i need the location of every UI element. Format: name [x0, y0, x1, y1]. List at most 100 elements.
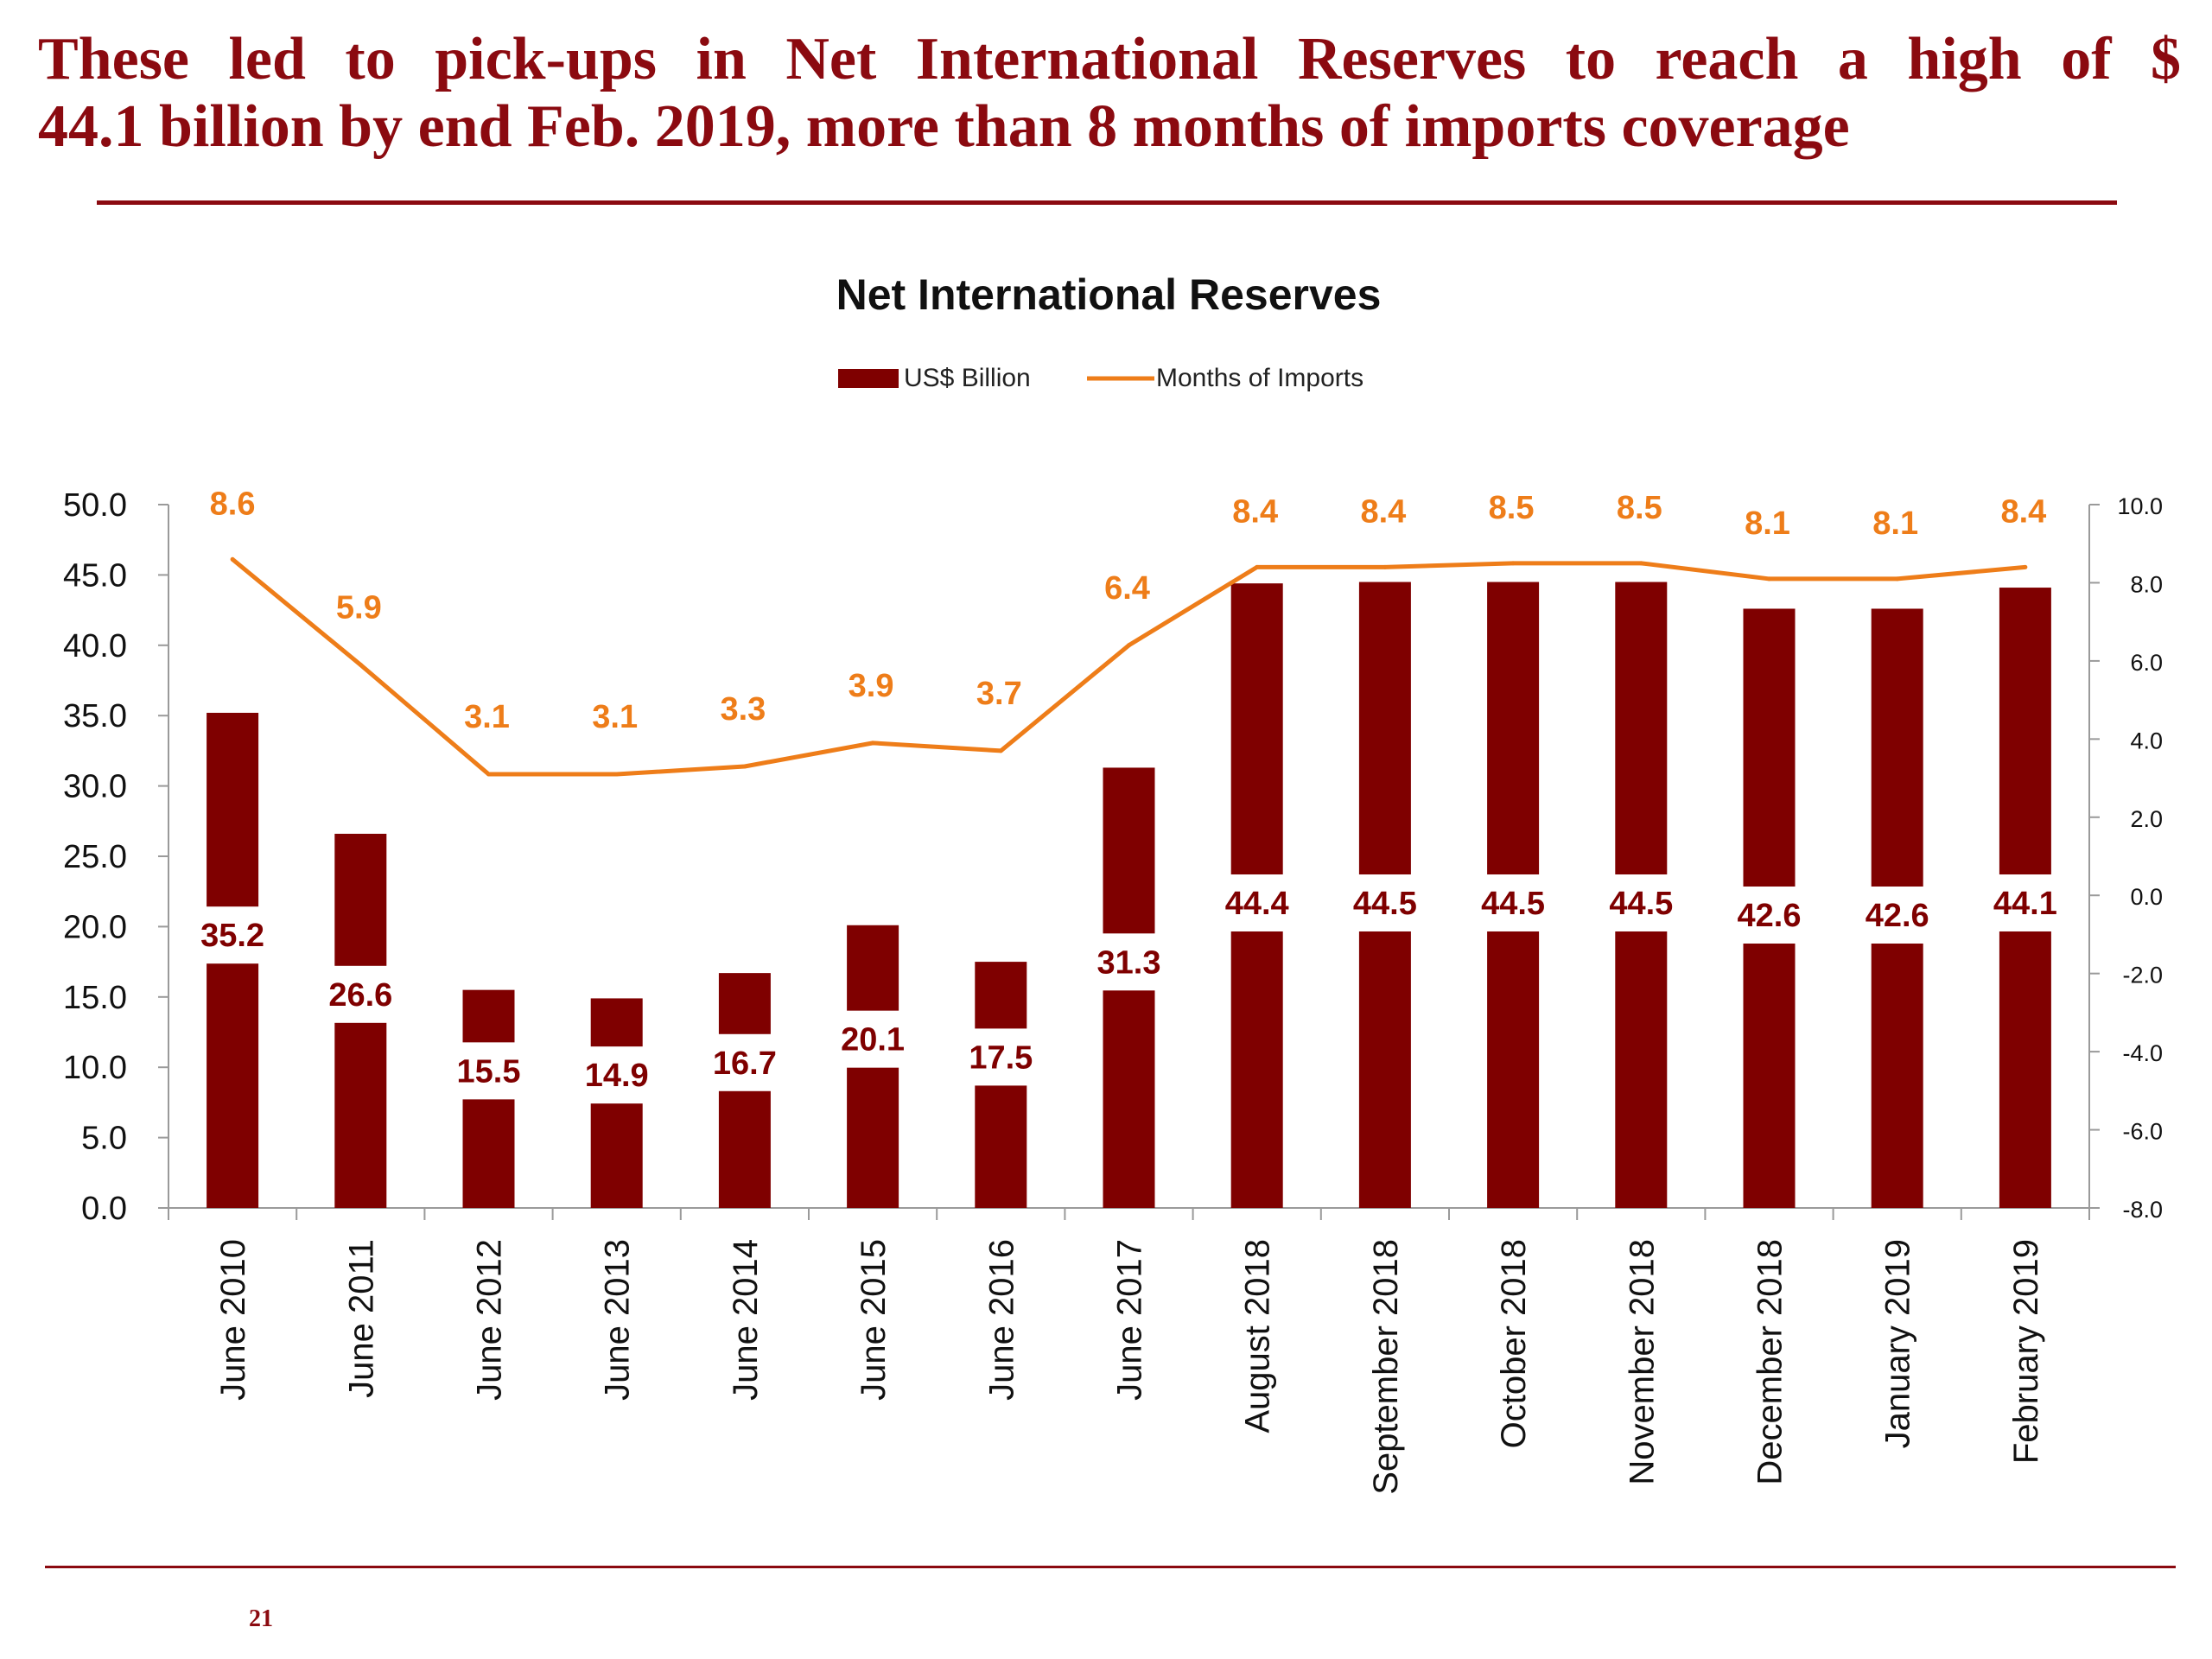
bar-value-label-bg [315, 965, 406, 1023]
bar-value-label-group: 44.5 [1339, 874, 1430, 931]
right-tick-label: -4.0 [2122, 1040, 2163, 1066]
left-tick-label: 45.0 [63, 557, 127, 594]
line-point [2023, 564, 2028, 569]
line-point [1127, 643, 1131, 648]
right-tick-label: 10.0 [2117, 493, 2163, 519]
bar-value-label-group: 16.7 [699, 1033, 790, 1091]
bar-value-label-bg [956, 1028, 1046, 1086]
line-point [1895, 576, 1900, 582]
bar-value-label: 17.5 [969, 1039, 1033, 1076]
category-label: January 2019 [1879, 1239, 1917, 1448]
legend-swatch-bar [838, 369, 899, 388]
bar-value-label: 42.6 [1738, 898, 1802, 934]
legend-label-line: Months of Imports [1156, 364, 1363, 392]
slide-headline: These led to pick-ups in Net Internation… [38, 26, 2181, 161]
chart-title: Net International Reserves [836, 270, 1382, 319]
category-label: September 2018 [1367, 1239, 1405, 1495]
line-point [358, 662, 363, 667]
line-value-label: 8.1 [1745, 505, 1790, 542]
bar-value-label-group: 17.5 [956, 1028, 1046, 1086]
bar-value-label: 16.7 [713, 1046, 777, 1082]
line-point [486, 772, 491, 777]
legend-label-bar: US$ Billion [904, 364, 1031, 392]
line-value-label: 8.4 [1232, 493, 1278, 530]
bar-value-label-bg [1852, 887, 1942, 944]
bar-value-label: 20.1 [841, 1022, 905, 1058]
line-value-label: 3.9 [849, 668, 894, 704]
category-label: December 2018 [1751, 1239, 1789, 1485]
bar-value-label-bg [828, 1010, 918, 1068]
line-value-label: 3.1 [592, 699, 638, 735]
bar-value-label-bg [188, 906, 278, 964]
category-label: June 2015 [855, 1239, 893, 1401]
line-point [1382, 564, 1388, 569]
bar-value-label-bg [1211, 874, 1302, 931]
bar-value-label-group: 15.5 [443, 1042, 534, 1100]
bar-value-label: 15.5 [457, 1053, 521, 1090]
bar-value-label: 44.5 [1481, 886, 1545, 922]
line-value-label: 8.4 [1360, 493, 1406, 530]
bar-value-label-bg [699, 1033, 790, 1091]
line-point [614, 772, 620, 777]
right-tick-label: -8.0 [2122, 1197, 2163, 1223]
bar-value-label: 26.6 [328, 977, 392, 1014]
line-value-label: 3.3 [720, 691, 766, 728]
line-point [742, 764, 747, 769]
line-point [1638, 561, 1643, 566]
left-tick-label: 50.0 [63, 487, 127, 524]
bar-value-label: 44.1 [1993, 886, 2057, 922]
bar-value-label-bg [443, 1042, 534, 1100]
line-point [1767, 576, 1771, 582]
bar-value-label-bg [1596, 874, 1687, 931]
line-value-label: 8.1 [1872, 505, 1918, 542]
line-value-label: 6.4 [1104, 570, 1150, 607]
bar-value-label-group: 20.1 [828, 1010, 918, 1068]
left-tick-label: 40.0 [63, 628, 127, 664]
right-tick-label: -2.0 [2122, 963, 2163, 988]
right-tick-label: 8.0 [2130, 571, 2163, 597]
bar-value-label-group: 26.6 [315, 965, 406, 1023]
left-tick-label: 30.0 [63, 769, 127, 805]
bar-value-label-bg [1084, 933, 1174, 991]
bar-value-label-group: 35.2 [188, 906, 278, 964]
category-label: June 2016 [982, 1239, 1020, 1401]
bar-value-label-group: 42.6 [1852, 887, 1942, 944]
headline-divider [97, 200, 2117, 205]
right-tick-label: 4.0 [2130, 728, 2163, 753]
line-value-label: 3.7 [976, 676, 1022, 712]
category-label: November 2018 [1623, 1239, 1661, 1485]
bar-value-label: 14.9 [585, 1058, 649, 1094]
bar-value-label: 44.5 [1353, 886, 1417, 922]
line-value-label: 8.5 [1489, 490, 1535, 526]
bar-value-label: 31.3 [1097, 944, 1161, 981]
line-point [870, 741, 875, 746]
left-tick-label: 15.0 [63, 980, 127, 1016]
footer-divider [45, 1566, 2176, 1568]
bar-value-label-group: 14.9 [571, 1046, 662, 1104]
category-label: June 2013 [599, 1239, 637, 1401]
bar-value-label-group: 44.4 [1211, 874, 1302, 931]
right-tick-label: 0.0 [2130, 884, 2163, 910]
category-label: June 2010 [214, 1239, 252, 1401]
bar-value-label-bg [1339, 874, 1430, 931]
line-value-label: 8.4 [2000, 493, 2046, 530]
line-point [1510, 561, 1516, 566]
line-point [230, 556, 235, 562]
category-label: August 2018 [1239, 1239, 1277, 1433]
category-label: June 2017 [1111, 1239, 1149, 1401]
bar-value-label-group: 31.3 [1084, 933, 1174, 991]
right-tick-label: 2.0 [2130, 806, 2163, 832]
headline-line-2: 44.1 billion by end Feb. 2019, more than… [38, 93, 1850, 160]
category-label: February 2019 [2007, 1239, 2045, 1464]
bar-value-label-bg [1980, 874, 2070, 931]
line-value-label: 8.6 [210, 486, 256, 522]
category-label: October 2018 [1495, 1239, 1533, 1448]
bar-value-label: 35.2 [200, 918, 264, 954]
category-label: June 2012 [471, 1239, 509, 1401]
bar-value-label: 42.6 [1866, 898, 1929, 934]
left-tick-label: 10.0 [63, 1050, 127, 1086]
bar-value-label: 44.5 [1609, 886, 1673, 922]
left-tick-label: 0.0 [81, 1191, 127, 1227]
bar-value-label-group: 42.6 [1724, 887, 1815, 944]
